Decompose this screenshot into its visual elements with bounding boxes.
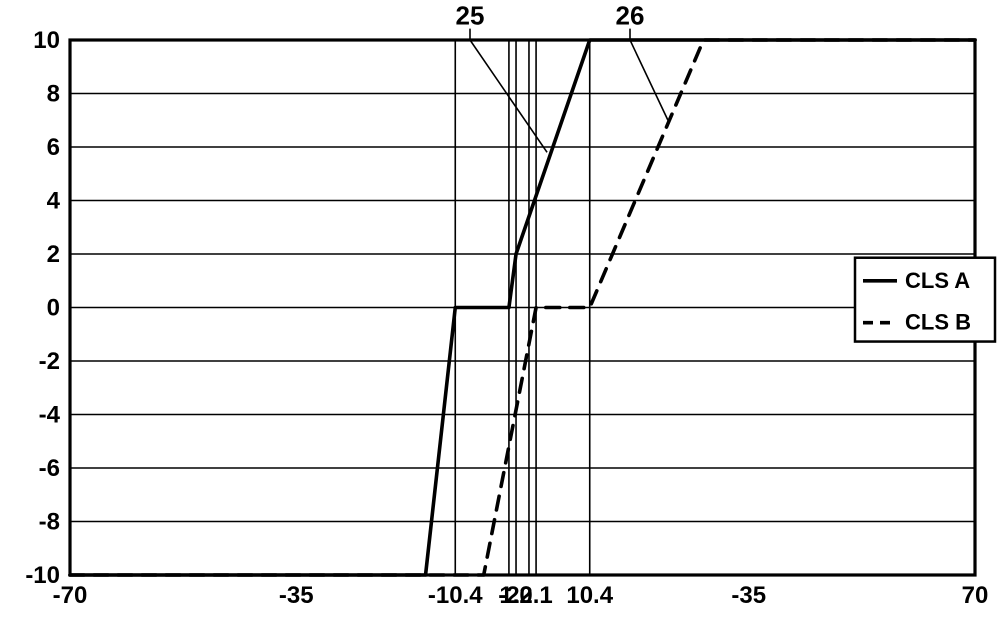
chart-container: 1086420-2-4-6-8-10-70-35-10.4-21.02.110.… [0, 0, 1000, 621]
y-tick-label: -2 [39, 348, 60, 375]
y-tick-label: -6 [39, 455, 60, 482]
legend-label-CLSB: CLS B [905, 310, 971, 335]
x-tick-label: -10.4 [428, 582, 483, 609]
y-tick-label: 8 [47, 81, 60, 108]
callout-label-25: 25 [456, 1, 485, 31]
legend-label-CLSA: CLS A [905, 268, 970, 293]
x-tick-label: -70 [53, 582, 88, 609]
x-tick-label: 2.1 [519, 582, 552, 609]
x-tick-label: -35 [279, 582, 314, 609]
callout-label-26: 26 [616, 1, 645, 31]
y-tick-label: 10 [33, 27, 60, 54]
line-chart: 1086420-2-4-6-8-10-70-35-10.4-21.02.110.… [0, 0, 1000, 621]
x-tick-label: 70 [962, 582, 989, 609]
y-tick-label: 0 [47, 295, 60, 322]
y-tick-label: -4 [39, 402, 61, 429]
y-tick-label: -8 [39, 509, 60, 536]
x-tick-label: -35 [731, 582, 766, 609]
x-tick-label: 10.4 [566, 582, 613, 609]
y-tick-label: 6 [47, 134, 60, 161]
y-tick-label: 4 [47, 188, 61, 215]
y-tick-label: 2 [47, 241, 60, 268]
